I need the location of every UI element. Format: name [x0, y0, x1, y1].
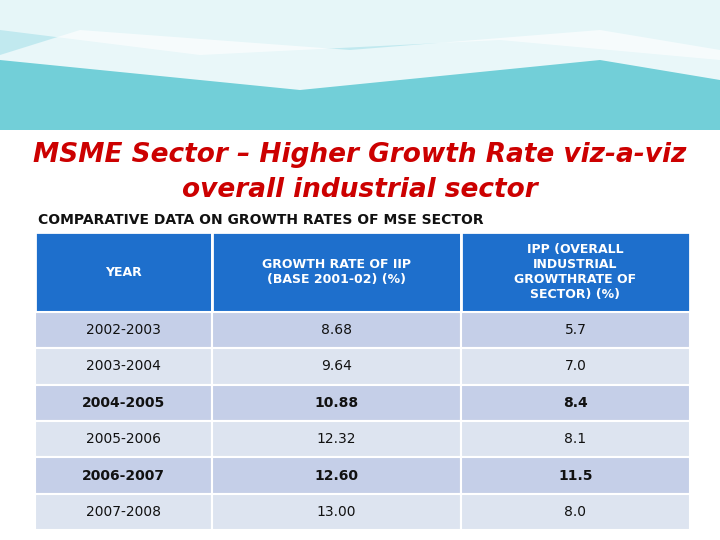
Text: 2007-2008: 2007-2008 [86, 505, 161, 519]
Bar [461, 421, 690, 457]
Bar [212, 312, 461, 348]
Text: 13.00: 13.00 [317, 505, 356, 519]
Text: 2006-2007: 2006-2007 [82, 469, 165, 483]
Text: COMPARATIVE DATA ON GROWTH RATES OF MSE SECTOR: COMPARATIVE DATA ON GROWTH RATES OF MSE … [38, 213, 484, 227]
Bar [0, 130, 720, 540]
Text: 10.88: 10.88 [314, 396, 359, 410]
Bar [35, 348, 212, 384]
Text: 8.1: 8.1 [564, 432, 586, 446]
Bar [461, 312, 690, 348]
Bar [212, 457, 461, 494]
Text: GROWTH RATE OF IIP
(BASE 2001-02) (%): GROWTH RATE OF IIP (BASE 2001-02) (%) [262, 258, 411, 286]
Text: 2002-2003: 2002-2003 [86, 323, 161, 337]
Text: 12.32: 12.32 [317, 432, 356, 446]
Text: YEAR: YEAR [105, 266, 142, 279]
Bar [35, 494, 212, 530]
Bar [35, 232, 212, 312]
Text: 5.7: 5.7 [564, 323, 586, 337]
Polygon shape [0, 0, 720, 90]
Bar [35, 312, 212, 348]
Text: 8.0: 8.0 [564, 505, 586, 519]
Text: 2004-2005: 2004-2005 [82, 396, 165, 410]
Polygon shape [0, 0, 720, 55]
Bar [35, 384, 212, 421]
Polygon shape [0, 0, 720, 60]
Text: IPP (OVERALL
INDUSTRIAL
GROWTHRATE OF
SECTOR) (%): IPP (OVERALL INDUSTRIAL GROWTHRATE OF SE… [514, 243, 636, 301]
Text: MSME Sector – Higher Growth Rate viz-a-viz: MSME Sector – Higher Growth Rate viz-a-v… [33, 142, 687, 168]
Bar [212, 348, 461, 384]
Bar [212, 384, 461, 421]
Text: overall industrial sector: overall industrial sector [182, 177, 538, 203]
Text: 11.5: 11.5 [558, 469, 593, 483]
Text: 2005-2006: 2005-2006 [86, 432, 161, 446]
Bar [461, 384, 690, 421]
Bar [212, 421, 461, 457]
Bar [461, 494, 690, 530]
Bar [461, 457, 690, 494]
Polygon shape [0, 0, 720, 130]
Text: 2003-2004: 2003-2004 [86, 360, 161, 374]
Bar [461, 232, 690, 312]
Text: 8.68: 8.68 [321, 323, 352, 337]
Bar [461, 348, 690, 384]
Bar [212, 232, 461, 312]
Text: 9.64: 9.64 [321, 360, 352, 374]
Text: 7.0: 7.0 [564, 360, 586, 374]
Text: 8.4: 8.4 [563, 396, 588, 410]
Bar [35, 421, 212, 457]
Bar [35, 457, 212, 494]
Text: 12.60: 12.60 [315, 469, 359, 483]
Bar [212, 494, 461, 530]
